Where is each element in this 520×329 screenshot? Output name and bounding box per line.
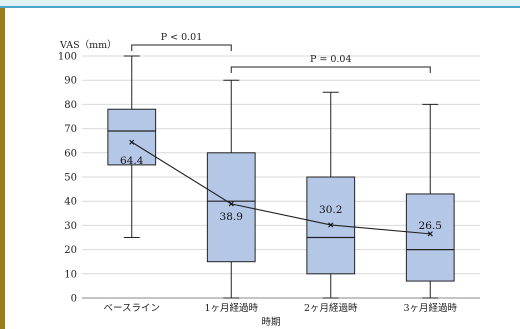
p-value-label: P = 0.04 [310,54,352,65]
y-tick-label: 80 [64,100,77,111]
box-3 [306,91,356,299]
box-1 [107,55,157,238]
y-tick-label: 0 [71,294,77,305]
box-body [107,108,157,166]
mean-marker [427,231,433,237]
box-body [405,193,455,282]
boxes [107,55,455,299]
y-tick-labels: 0 10 20 30 40 50 60 70 80 90 100 [58,52,77,305]
mean-marker [129,139,135,145]
y-tick-label: 70 [64,124,77,135]
significance-brackets: P < 0.01 P = 0.04 [131,32,431,73]
x-tick-label: 2ヶ月経過時 [304,302,358,314]
box-2 [206,79,256,299]
mean-line [131,141,431,235]
y-axis-title: VAS（mm） [59,39,117,51]
p-value-label: P < 0.01 [161,32,203,43]
mean-marker-stroke [129,139,135,145]
mean-marker-stroke [228,201,234,207]
mean-marker [228,201,234,207]
y-tick-label: 60 [64,148,77,159]
bracket-line [230,66,431,73]
x-tick-label: 1ヶ月経過時 [204,302,258,314]
y-tick-label: 50 [64,173,77,184]
mean-marker-stroke [328,222,334,228]
mean-trend: 64.4 38.9 30.2 26.5 [120,139,442,237]
box-4 [405,103,455,299]
top-border [0,0,520,8]
y-tick-label: 100 [58,52,77,63]
x-tick-label: ベースライン [103,303,160,314]
box-body [206,152,256,263]
bracket-1: P < 0.01 [131,32,232,51]
bracket-2: P = 0.04 [230,54,431,73]
mean-value-label: 38.9 [220,211,243,223]
grid-lines [82,55,480,299]
y-tick-label: 10 [64,269,77,280]
mean-marker [328,222,334,228]
mean-marker-stroke [427,231,433,237]
y-tick-label: 20 [64,245,77,256]
y-tick-label: 30 [64,221,77,232]
left-border [0,8,5,329]
x-tick-label: 3ヶ月経過時 [403,302,457,314]
y-tick-label: 90 [64,76,77,87]
x-axis-title: 時期 [261,317,280,328]
mean-value-label: 64.4 [120,155,144,167]
mean-value-label: 30.2 [319,204,342,216]
x-tick-labels: ベースライン 1ヶ月経過時 2ヶ月経過時 3ヶ月経過時 [103,302,457,314]
bracket-line [131,44,232,51]
y-tick-label: 40 [64,197,77,208]
mean-value-label: 26.5 [419,220,442,232]
